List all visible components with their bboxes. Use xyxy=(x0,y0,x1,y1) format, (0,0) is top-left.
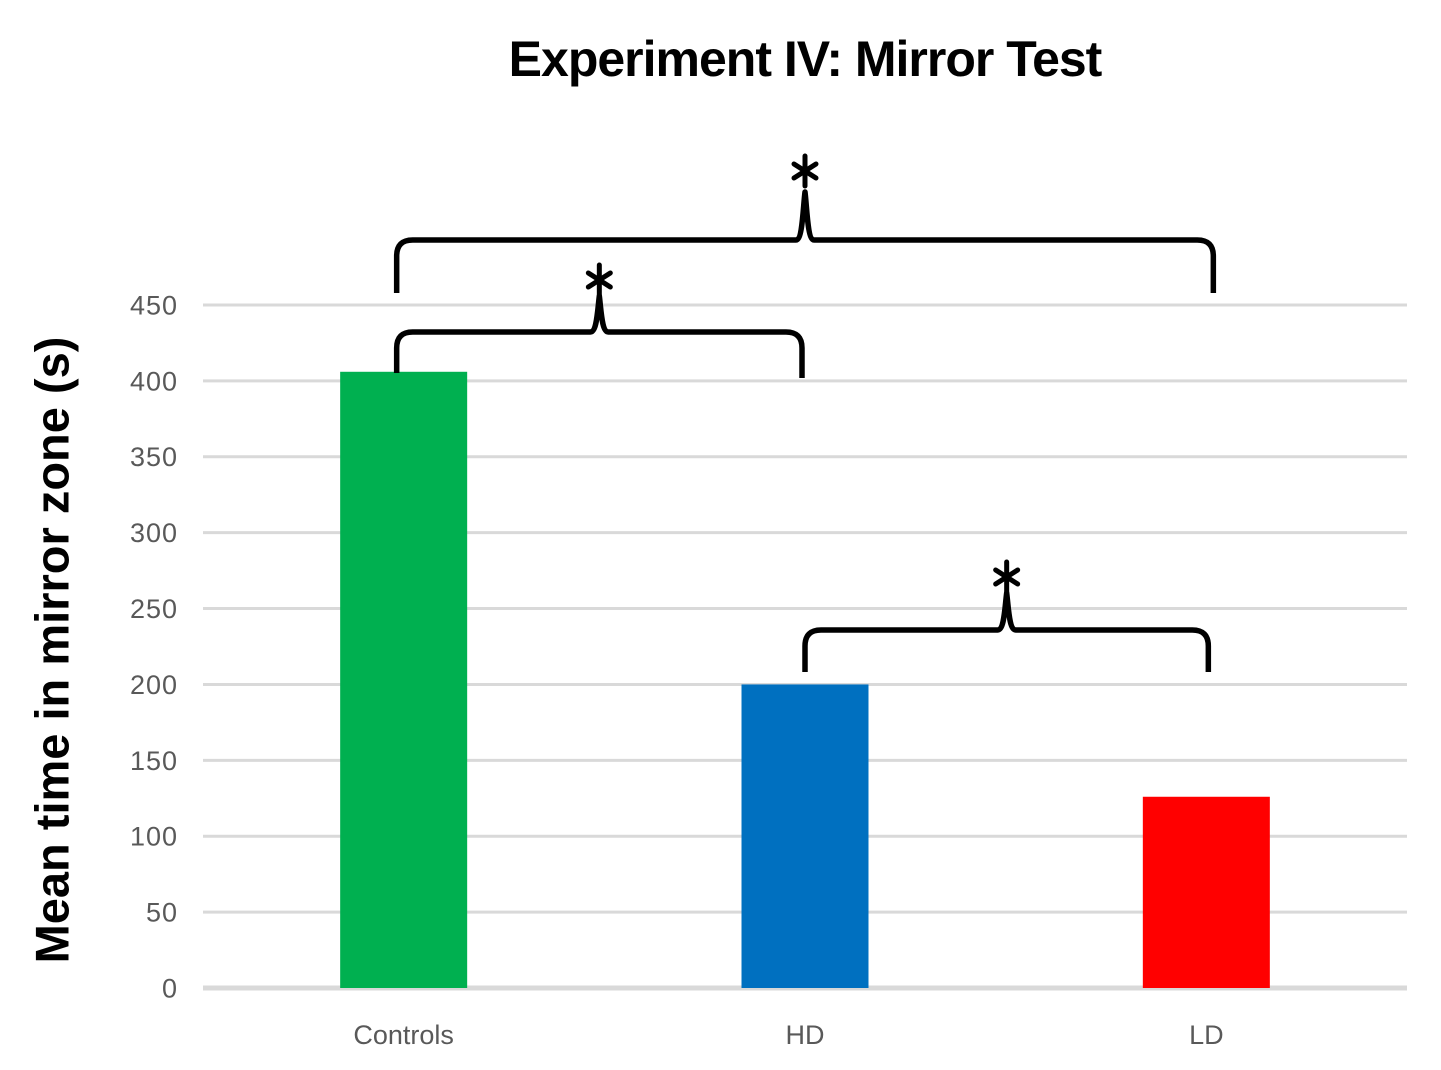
bar-hd xyxy=(741,684,869,988)
category-label-ld: LD xyxy=(1189,1020,1224,1050)
category-label-hd: HD xyxy=(786,1020,825,1050)
significance-bracket-controls-hd xyxy=(393,293,805,378)
y-tick-label: 250 xyxy=(130,594,178,624)
y-tick-label: 150 xyxy=(130,746,178,776)
y-tick-label: 350 xyxy=(130,442,178,472)
y-tick-label: 400 xyxy=(130,366,178,396)
significance-asterisk-hd-ld xyxy=(993,567,1021,587)
y-tick-label: 200 xyxy=(130,670,178,700)
significance-bracket-hd-ld xyxy=(802,590,1212,672)
y-tick-label: 0 xyxy=(162,973,178,1003)
y-tick-label: 300 xyxy=(130,518,178,548)
significance-bracket-controls-ld xyxy=(393,189,1217,293)
significance-asterisk-controls-hd xyxy=(585,270,613,290)
category-label-controls: Controls xyxy=(353,1020,454,1050)
y-tick-label: 50 xyxy=(146,898,178,928)
bar-controls xyxy=(340,371,468,988)
chart-title: Experiment IV: Mirror Test xyxy=(508,31,1103,87)
significance-asterisk-controls-ld xyxy=(791,161,819,181)
bar-ld xyxy=(1142,796,1270,988)
y-tick-label: 100 xyxy=(130,822,178,852)
y-tick-label: 450 xyxy=(130,290,178,320)
